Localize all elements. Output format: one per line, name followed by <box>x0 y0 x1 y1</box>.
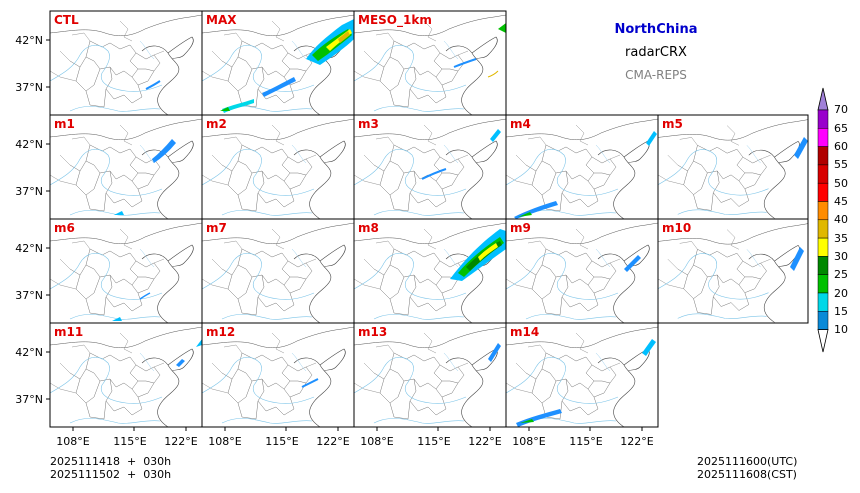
panel-label: m6 <box>54 221 75 235</box>
panel-label: MESO_1km <box>358 13 432 28</box>
lon-tick: 122°E <box>620 435 653 448</box>
colorbar-max-arrow <box>817 87 829 111</box>
panel-m6: m6 <box>49 218 203 324</box>
panel-m2: m2 <box>201 114 355 220</box>
lat-tick: 42°N <box>15 346 43 359</box>
colorbar-segment <box>817 311 829 330</box>
panel-m1: m1 <box>49 114 203 220</box>
colorbar-segment <box>817 201 829 221</box>
panel-label: CTL <box>54 13 79 27</box>
panel-label: m8 <box>358 221 379 235</box>
colorbar-label: 50 <box>834 177 848 190</box>
system-title: CMA-REPS <box>625 68 687 82</box>
colorbar-label: 60 <box>834 140 848 153</box>
init-time-cst: 2025111502 + 030h <box>50 468 172 481</box>
lat-tick: 42°N <box>15 138 43 151</box>
panel-max: MAX <box>201 10 355 116</box>
lon-tick: 122°E <box>316 435 349 448</box>
panel-m12: m12 <box>201 322 355 428</box>
colorbar-segment <box>817 164 829 184</box>
colorbar-segment <box>817 274 829 294</box>
panel-m9: m9 <box>505 218 659 324</box>
colorbar-segment <box>817 219 829 239</box>
lon-axis: 108°E 115°E 122°E 108°E 115°E 122°E 108°… <box>56 427 654 448</box>
colorbar-segment <box>817 182 829 202</box>
colorbar-segment <box>817 128 829 147</box>
colorbar-label: 55 <box>834 158 848 171</box>
valid-time-cst: 2025111608(CST) <box>697 468 797 481</box>
panel-label: m3 <box>358 117 379 131</box>
lon-tick: 115°E <box>265 435 298 448</box>
colorbar-label: 25 <box>834 268 848 281</box>
lon-tick: 115°E <box>113 435 146 448</box>
lon-tick: 108°E <box>512 435 545 448</box>
colorbar-label: 15 <box>834 305 848 318</box>
colorbar-segment <box>817 146 829 166</box>
panel-label: m5 <box>662 117 683 131</box>
lat-tick: 37°N <box>15 289 43 302</box>
init-time-utc: 2025111418 + 030h <box>50 455 172 468</box>
panel-label: m9 <box>510 221 531 235</box>
colorbar-segment <box>817 292 829 312</box>
panel-label: MAX <box>206 13 237 27</box>
panel-label: m4 <box>510 117 531 131</box>
lon-tick: 122°E <box>164 435 197 448</box>
region-title: NorthChina <box>614 22 698 37</box>
colorbar-label: 10 <box>834 323 848 336</box>
panel-m13: m13 <box>353 322 507 428</box>
colorbar-label: 65 <box>834 122 848 135</box>
panel-m5: m5 <box>657 114 809 220</box>
panel-m10: m10 <box>657 218 809 324</box>
lat-tick: 37°N <box>15 393 43 406</box>
lat-tick: 42°N <box>15 242 43 255</box>
panel-m14: m14 <box>505 322 659 428</box>
panel-label: m12 <box>206 325 235 339</box>
panel-meso-1km: MESO_1km <box>353 10 507 116</box>
lat-tick: 37°N <box>15 81 43 94</box>
panel-m7: m7 <box>201 218 355 324</box>
panel-label: m10 <box>662 221 691 235</box>
colorbar-label: 40 <box>834 213 848 226</box>
panel-label: m1 <box>54 117 75 131</box>
colorbar-label: 30 <box>834 250 848 263</box>
panel-m4: m4 <box>505 114 659 220</box>
valid-time-utc: 2025111600(UTC) <box>697 455 798 468</box>
colorbar-segment <box>817 109 829 129</box>
colorbar-label: 20 <box>834 287 848 300</box>
lon-tick: 108°E <box>56 435 89 448</box>
colorbar-segment <box>817 237 829 257</box>
lat-tick: 37°N <box>15 185 43 198</box>
colorbar-label: 70 <box>834 103 848 116</box>
panel-ctl: CTL <box>49 10 203 116</box>
variable-title: radarCRX <box>625 45 687 60</box>
lat-axis: 42°N 37°N 42°N 37°N 42°N 37°N 42°N 37°N <box>15 34 50 406</box>
lon-tick: 115°E <box>569 435 602 448</box>
lon-tick: 122°E <box>468 435 501 448</box>
lon-tick: 108°E <box>208 435 241 448</box>
panel-label: m2 <box>206 117 227 131</box>
panel-label: m14 <box>510 325 539 339</box>
lat-tick: 42°N <box>15 34 43 47</box>
colorbar-label: 45 <box>834 195 848 208</box>
panel-m3: m3 <box>353 114 507 220</box>
colorbar-min-arrow <box>817 329 829 353</box>
panel-m11: m11 <box>49 322 203 428</box>
panel-label: m11 <box>54 325 83 339</box>
colorbar-label: 35 <box>834 232 848 245</box>
lon-tick: 108°E <box>360 435 393 448</box>
colorbar: 70 65 60 55 50 45 40 35 30 25 20 15 10 <box>817 87 848 353</box>
colorbar-segment <box>817 256 829 275</box>
panel-m8: m8 <box>353 218 507 324</box>
panel-label: m13 <box>358 325 387 339</box>
lon-tick: 115°E <box>417 435 450 448</box>
panel-label: m7 <box>206 221 227 235</box>
